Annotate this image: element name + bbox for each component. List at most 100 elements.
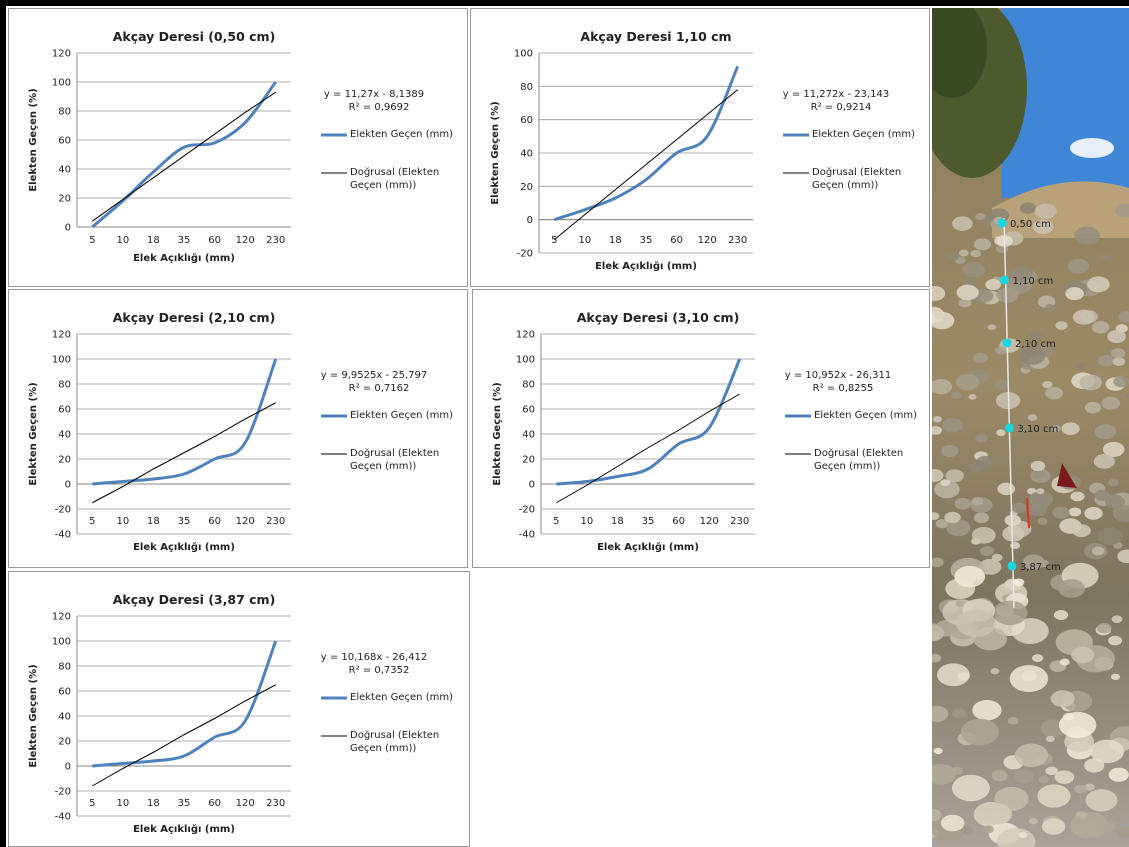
x-tick-label: 10 (580, 516, 593, 527)
data-line (92, 640, 278, 768)
trend-equation: y = 11,27x - 8,1389 (324, 89, 424, 100)
stone (1107, 330, 1126, 344)
stone (1034, 203, 1057, 219)
trend-line (556, 393, 740, 504)
stone (1108, 635, 1123, 646)
r-squared: R² = 0,9692 (349, 102, 410, 113)
stone (1102, 441, 1125, 457)
stone (955, 374, 980, 391)
trend-line (92, 402, 276, 504)
stone (1108, 767, 1129, 782)
stone (958, 249, 969, 257)
chart: Akçay Deresi 1,10 cm Elekten Geçen (%) Ele… (490, 29, 889, 272)
x-tick-label: 120 (236, 516, 255, 527)
y-tick-label: 80 (58, 107, 71, 118)
stone (1029, 331, 1043, 341)
marker-dot (1005, 423, 1014, 433)
x-tick-label: 60 (208, 516, 221, 527)
stone (1032, 654, 1044, 663)
y-tick-label: 80 (522, 380, 535, 391)
stone (932, 624, 945, 642)
stone (987, 324, 997, 331)
stone (1118, 311, 1129, 323)
stone (1018, 831, 1028, 838)
y-tick-label: 120 (52, 49, 71, 60)
stone (946, 519, 971, 537)
y-tick-label: 120 (52, 330, 71, 341)
y-axis-label: Elekten Geçen (%) (492, 382, 503, 485)
stone (1107, 478, 1119, 487)
stone (1027, 414, 1038, 421)
y-axis-label: Elekten Geçen (%) (490, 101, 501, 204)
r-squared: R² = 0,7162 (349, 383, 410, 394)
stone (973, 352, 988, 364)
x-axis-label: Elek Açıklığı (mm) (133, 541, 235, 553)
stone (1013, 578, 1025, 587)
chart-title: Akçay Deresi (3,87 cm) (113, 592, 276, 607)
stone (1112, 504, 1129, 522)
y-tick-label: 0 (65, 223, 71, 234)
x-tick-label: 10 (578, 235, 591, 246)
stone (974, 238, 992, 251)
x-axis-label: Elek Açıklığı (mm) (597, 541, 699, 553)
stone (1093, 454, 1115, 469)
stone (1053, 610, 1069, 620)
stone (1115, 203, 1129, 218)
stone (952, 708, 966, 718)
stone (934, 480, 960, 499)
data-line (556, 358, 742, 486)
stone (1011, 502, 1027, 514)
x-tick-label: 120 (236, 235, 255, 246)
stone (1028, 817, 1038, 825)
stone (1059, 658, 1070, 666)
stone (955, 600, 965, 607)
x-tick-label: 18 (611, 516, 624, 527)
chart-title: Akçay Deresi (3,10 cm) (577, 310, 740, 325)
y-tick-label: 60 (58, 136, 71, 147)
stone (954, 497, 972, 510)
stone (932, 808, 942, 822)
stone (1058, 711, 1097, 739)
y-tick-label: -20 (55, 505, 71, 516)
stone (932, 557, 944, 568)
stone (951, 774, 990, 802)
stone (1110, 348, 1126, 359)
x-tick-label: 35 (178, 235, 191, 246)
stone (932, 764, 956, 785)
stone (1022, 363, 1032, 370)
x-tick-label: 120 (236, 798, 255, 809)
y-tick-label: 100 (52, 355, 71, 366)
stone (962, 261, 986, 278)
y-axis-label: Elekten Geçen (%) (28, 88, 39, 191)
x-tick-label: 60 (208, 798, 221, 809)
data-line (92, 358, 278, 486)
trend-equation: y = 10,168x - 26,412 (321, 652, 428, 663)
stone (1113, 376, 1129, 388)
stone (960, 718, 1000, 746)
stone (1022, 554, 1045, 570)
y-tick-label: -20 (55, 787, 71, 798)
y-tick-label: 120 (516, 330, 535, 341)
x-tick-label: 5 (89, 235, 95, 246)
y-tick-label: -20 (519, 505, 535, 516)
stone (1097, 354, 1115, 367)
stone (1087, 276, 1110, 293)
y-tick-label: -20 (517, 249, 533, 260)
stone (958, 298, 972, 308)
legend-label: Doğrusal (Elekten Geçen (mm)) (350, 448, 440, 472)
stone (1037, 784, 1071, 808)
x-tick-label: 5 (551, 235, 557, 246)
x-tick-label: 18 (147, 798, 160, 809)
stone (1054, 770, 1075, 784)
stone (932, 653, 941, 663)
stone (1019, 346, 1046, 365)
stone (1045, 766, 1058, 776)
stone (1074, 784, 1087, 794)
stone (1068, 507, 1082, 517)
stone (945, 469, 964, 483)
chart-title: Akçay Deresi (2,10 cm) (113, 310, 276, 325)
y-tick-label: -40 (519, 530, 535, 541)
chart-panel: Akçay Deresi (3,10 cm) Elekten Geçen (%) E… (472, 289, 930, 568)
stone (970, 249, 982, 258)
y-tick-label: 0 (65, 762, 71, 773)
